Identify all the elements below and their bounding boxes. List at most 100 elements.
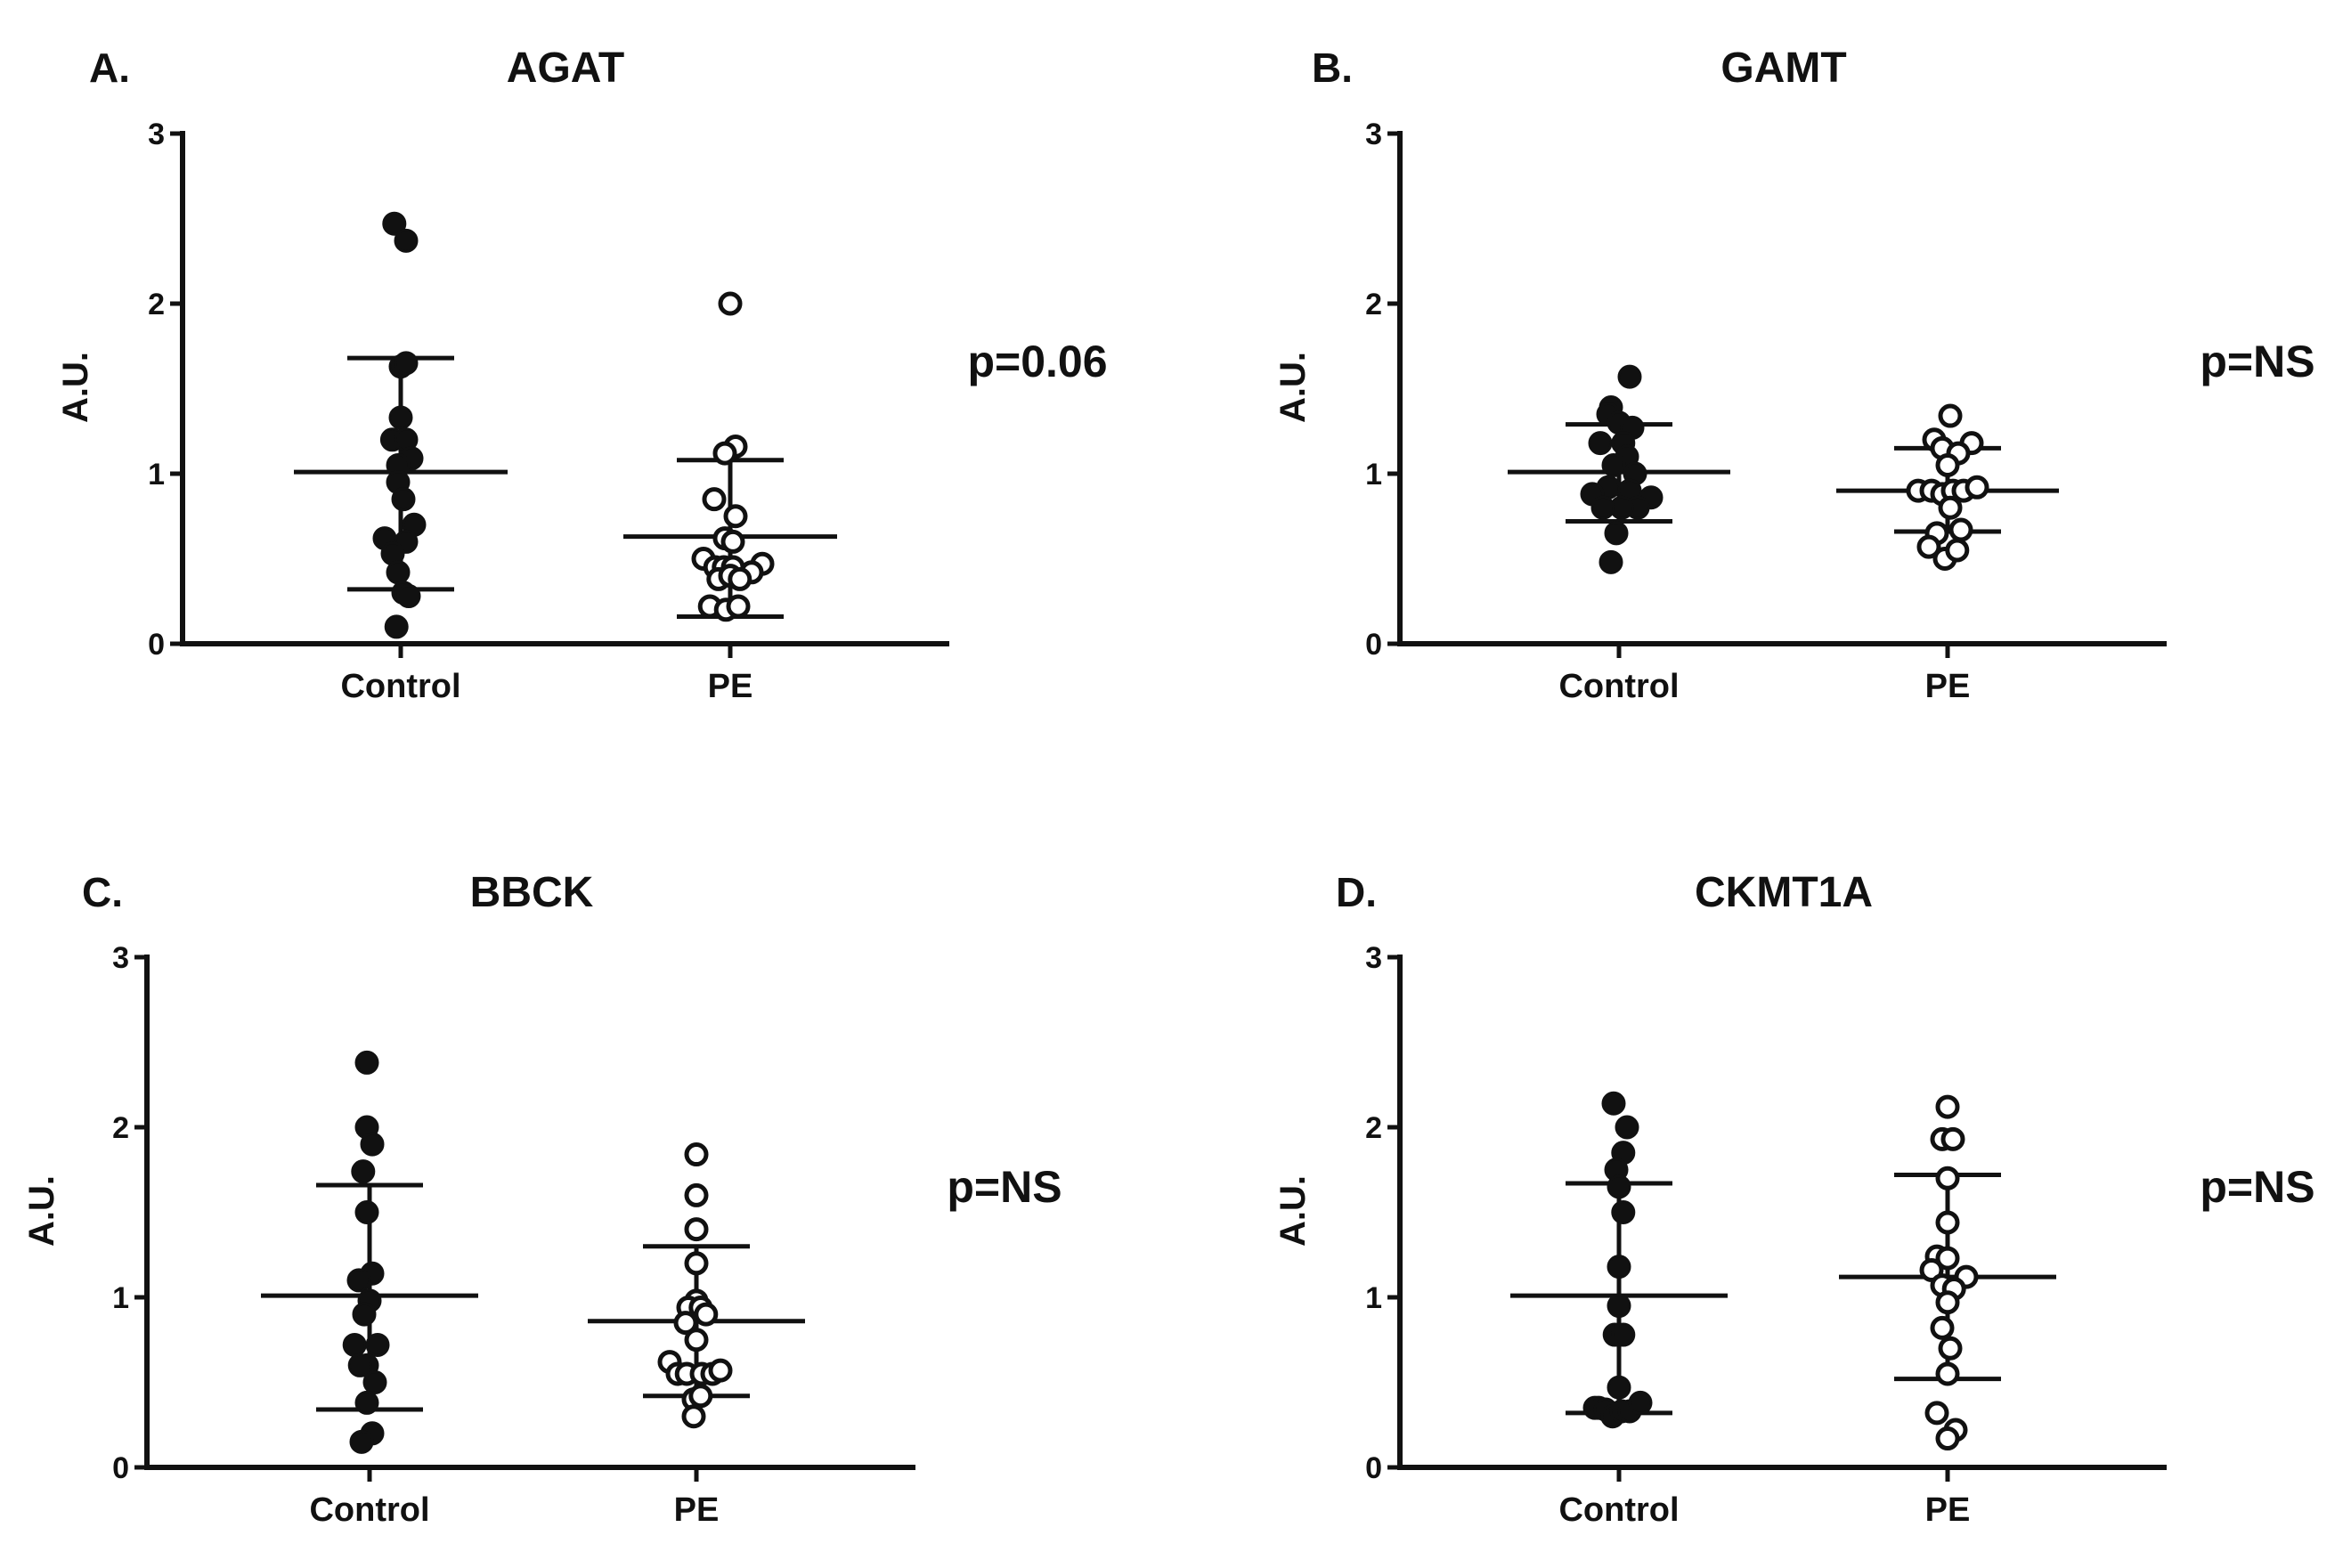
data-point: [1965, 475, 1989, 500]
chart-title: BBCK: [470, 869, 594, 916]
y-tick-label: 3: [1365, 941, 1382, 975]
data-point: [684, 1142, 709, 1167]
data-point: [1611, 1200, 1636, 1224]
x-tick-label: Control: [309, 1491, 429, 1529]
data-point: [1930, 1315, 1955, 1340]
data-point: [1628, 1390, 1653, 1415]
y-tick-label: 0: [148, 628, 165, 662]
data-point: [1604, 521, 1629, 546]
data-point: [1938, 1336, 1963, 1361]
data-point: [1601, 452, 1626, 477]
data-point: [1945, 538, 1970, 563]
data-point: [342, 1332, 367, 1357]
data-point: [386, 560, 411, 585]
y-tick-label: 3: [148, 118, 165, 151]
data-point: [684, 1217, 709, 1242]
data-point: [396, 584, 421, 609]
chart-panel-agat: A. AGAT A.U. 0 1 2 3 Control PE p=0.06: [56, 45, 1108, 705]
data-point: [354, 1050, 379, 1075]
panel-label: B.: [1312, 45, 1353, 91]
data-point: [726, 594, 751, 619]
data-point: [1938, 495, 1963, 520]
y-axis-label: A.U.: [1273, 352, 1313, 423]
series-control: [1508, 364, 1730, 574]
series-pe: [623, 291, 837, 622]
data-point: [382, 211, 407, 236]
data-point: [362, 1370, 387, 1394]
data-point: [684, 1182, 709, 1207]
data-point: [1948, 517, 1973, 542]
data-point: [688, 1384, 713, 1409]
p-value: p=NS: [2200, 337, 2314, 386]
y-tick-label: 2: [1365, 1111, 1382, 1145]
series-control: [261, 1050, 478, 1454]
y-tick-label: 0: [1365, 1451, 1382, 1485]
data-point: [388, 405, 413, 430]
y-tick-label: 0: [112, 1451, 129, 1485]
y-tick-label: 2: [148, 288, 165, 321]
series-control: [294, 211, 508, 639]
data-point: [1599, 549, 1623, 574]
data-point: [1935, 452, 1960, 477]
panel-label: D.: [1336, 869, 1377, 915]
data-point: [1611, 1322, 1636, 1347]
y-tick-label: 1: [148, 458, 165, 492]
x-tick-label: PE: [708, 668, 753, 705]
x-tick-label: Control: [340, 668, 460, 705]
data-point: [1607, 1375, 1631, 1400]
data-point: [708, 1358, 733, 1383]
p-value: p=NS: [2200, 1162, 2314, 1212]
data-point: [394, 228, 419, 253]
data-point: [1588, 431, 1613, 456]
data-point: [1935, 1210, 1960, 1235]
y-tick-label: 2: [112, 1111, 129, 1145]
panel-label: C.: [82, 869, 123, 915]
data-point: [1607, 1294, 1631, 1319]
chart-panel-bbck: C. BBCK A.U. 0 1 2 3 Control PE p=NS: [22, 869, 1062, 1529]
y-tick-label: 2: [1365, 288, 1382, 321]
y-tick-label: 1: [1365, 458, 1382, 492]
data-point: [718, 291, 743, 316]
data-point: [702, 487, 727, 512]
series-control: [1510, 1091, 1728, 1429]
data-point: [681, 1404, 706, 1429]
data-point: [1940, 1126, 1965, 1151]
data-point: [1938, 403, 1963, 428]
data-point: [694, 1302, 719, 1327]
data-point: [1935, 1094, 1960, 1119]
data-point: [684, 1328, 709, 1353]
chart-title: AGAT: [507, 45, 624, 92]
data-point: [673, 1311, 698, 1336]
data-point: [1615, 1115, 1639, 1140]
data-point: [1916, 534, 1941, 559]
y-tick-label: 3: [112, 941, 129, 975]
x-tick-label: PE: [1925, 1491, 1971, 1529]
data-point: [365, 1332, 390, 1357]
y-tick-label: 1: [1365, 1281, 1382, 1315]
data-point: [351, 1159, 376, 1184]
data-point: [354, 1390, 379, 1415]
data-point: [684, 1251, 709, 1276]
data-point: [360, 1132, 385, 1157]
data-point: [1607, 1174, 1631, 1199]
data-point: [712, 441, 737, 466]
y-tick-label: 3: [1365, 118, 1382, 151]
x-tick-label: Control: [1558, 668, 1679, 705]
panel-label: A.: [89, 45, 130, 91]
data-point: [1935, 1426, 1960, 1451]
data-point: [1935, 1290, 1960, 1315]
data-point: [352, 1302, 377, 1327]
data-point: [347, 1353, 372, 1377]
data-point: [1924, 1401, 1949, 1426]
p-value: p=0.06: [967, 337, 1107, 386]
data-point: [346, 1268, 371, 1293]
data-point: [1601, 1091, 1626, 1116]
chart-title: GAMT: [1721, 45, 1846, 92]
data-point: [1935, 1361, 1960, 1386]
data-point: [1590, 495, 1615, 520]
y-axis-label: A.U.: [1273, 1175, 1313, 1247]
y-tick-label: 0: [1365, 628, 1382, 662]
data-point: [349, 1429, 374, 1454]
data-point: [384, 614, 409, 639]
